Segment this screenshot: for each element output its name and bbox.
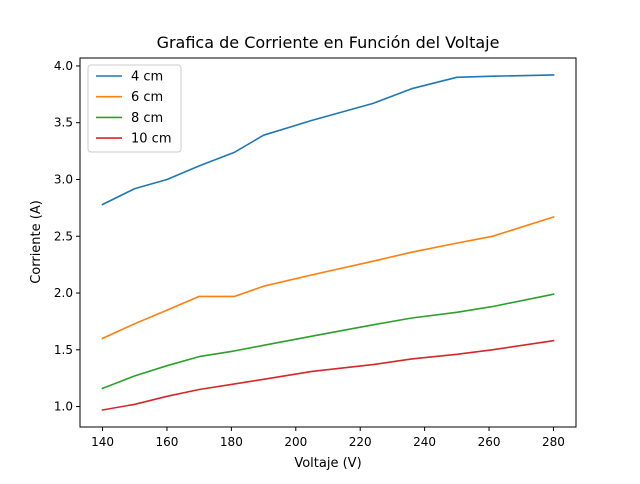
plot-frame <box>79 57 577 428</box>
x-tick-label: 260 <box>478 435 501 449</box>
x-tick-label: 220 <box>349 435 372 449</box>
chart-title: Grafica de Corriente en Función del Volt… <box>157 33 500 52</box>
y-tick-label: 2.0 <box>54 286 73 300</box>
y-axis: 1.0 1.5 2.0 2.5 3.0 3.5 4.0 <box>54 59 80 414</box>
legend-label: 10 cm <box>131 132 172 147</box>
series-layer <box>101 74 555 411</box>
legend-box <box>87 64 182 153</box>
y-tick-label: 1.5 <box>54 343 73 357</box>
legend-label: 8 cm <box>131 111 163 126</box>
x-tick-label: 160 <box>156 435 179 449</box>
x-tick-label: 140 <box>91 435 114 449</box>
x-axis-label: Voltaje (V) <box>294 456 361 471</box>
x-axis: 140 160 180 200 220 240 260 280 <box>91 427 565 449</box>
x-tick-label: 180 <box>220 435 243 449</box>
legend-label: 4 cm <box>131 70 163 85</box>
y-tick-label: 3.5 <box>54 116 73 130</box>
series-line-8-cm <box>101 293 555 390</box>
series-line-4-cm <box>101 74 555 206</box>
legend-label: 6 cm <box>131 90 163 105</box>
x-tick-label: 240 <box>413 435 436 449</box>
y-tick-label: 2.5 <box>54 229 73 243</box>
legend: 4 cm 6 cm 8 cm 10 cm <box>87 64 182 153</box>
x-tick-label: 280 <box>542 435 565 449</box>
y-tick-label: 3.0 <box>54 172 73 186</box>
y-tick-label: 1.0 <box>54 400 73 414</box>
series-line-6-cm <box>101 215 555 340</box>
y-tick-label: 4.0 <box>54 59 73 73</box>
series-line-10-cm <box>101 339 555 411</box>
x-tick-label: 200 <box>284 435 307 449</box>
y-axis-label: Corriente (A) <box>29 200 44 284</box>
